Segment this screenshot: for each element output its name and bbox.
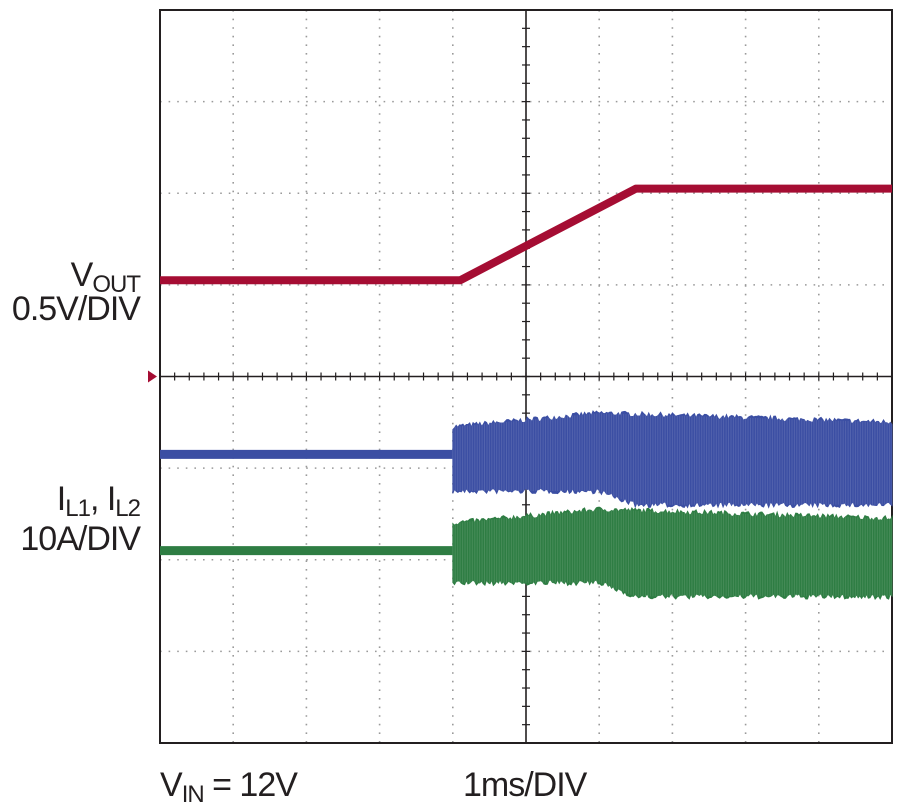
il1-trace-ripple xyxy=(452,410,893,509)
vin-annotation: VIN = 12V xyxy=(160,766,298,808)
vout-trace xyxy=(160,184,892,285)
vout-trace-label: VOUT xyxy=(70,256,141,298)
current-scale-label: 10A/DIV xyxy=(20,520,141,558)
vout-scale-label: 0.5V/DIV xyxy=(11,290,141,328)
inductor-current-label: IL1, IL2 xyxy=(56,480,141,522)
il2-trace-ripple xyxy=(452,506,893,601)
ground-reference-marker xyxy=(148,370,157,383)
plot-frame xyxy=(159,9,893,744)
il2-trace-texture xyxy=(452,509,893,597)
il1-trace-texture xyxy=(452,413,893,505)
time-scale-label: 1ms/DIV xyxy=(463,766,587,804)
